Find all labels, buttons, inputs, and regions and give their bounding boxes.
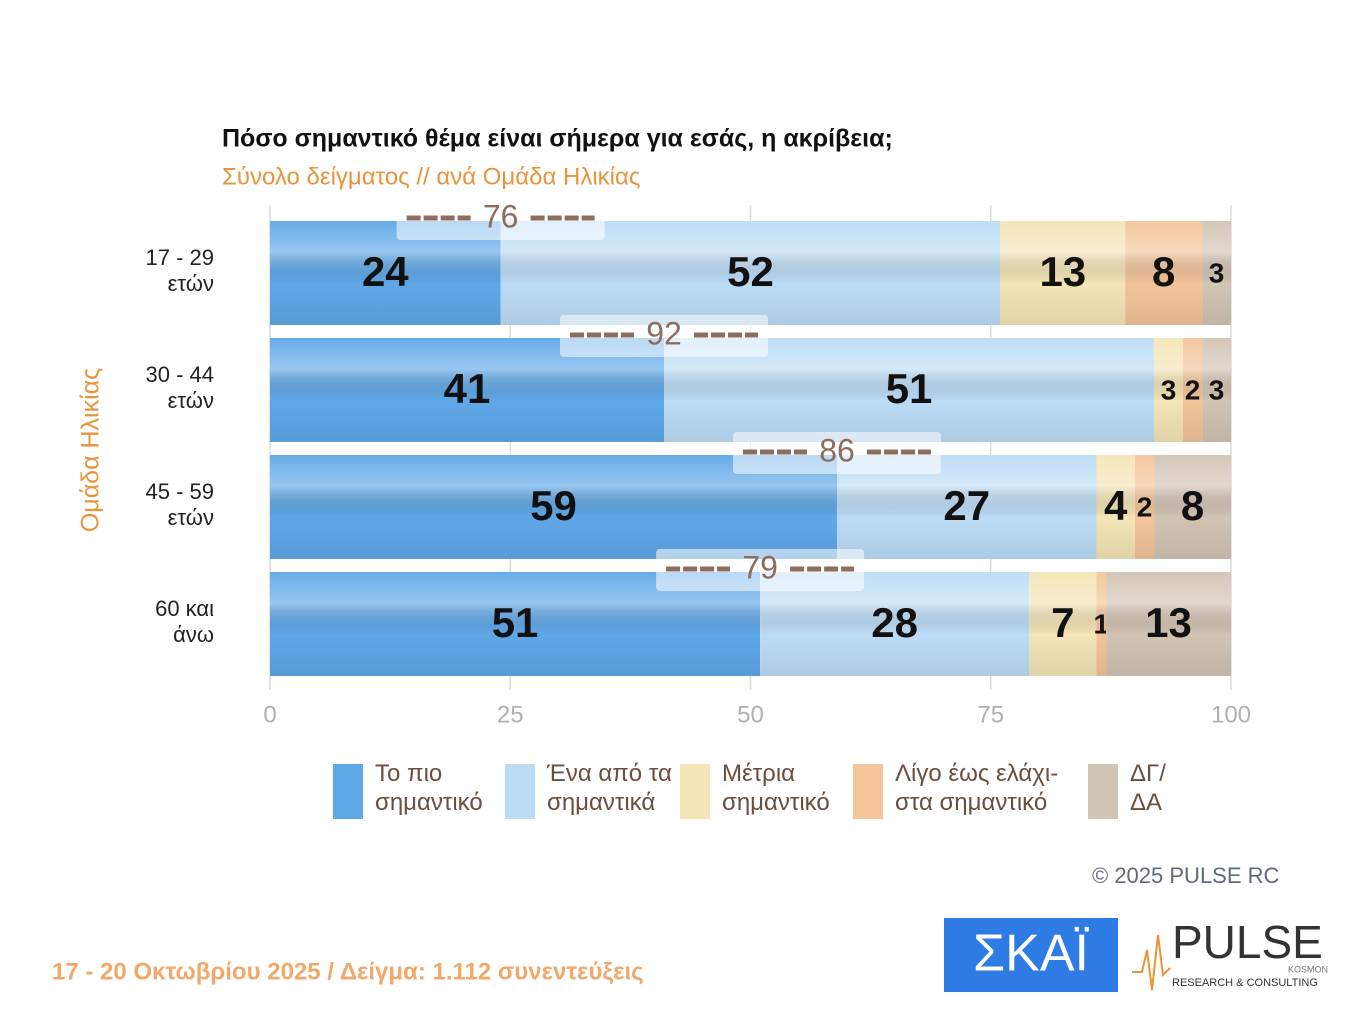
bar-sheen [1096,572,1107,676]
legend-label: Μέτρια σημαντικό [722,760,830,816]
legend-label: Ένα από τα σημαντικά [547,760,672,816]
legend-swatch [853,764,883,819]
logo-kosmon: KOSMON [1288,964,1328,974]
legend-swatch [680,764,710,819]
value-label: 52 [727,248,774,295]
bar-sheen [1029,572,1097,676]
chart-subtitle: Σύνολο δείγματος // ανά Ομάδα Ηλικίας [222,163,640,190]
x-tick-label: 75 [977,701,1004,728]
value-label: 13 [1039,248,1086,295]
value-label: 1 [1093,608,1109,639]
total-box [396,198,605,240]
bar-sheen [1125,221,1203,325]
y-tick-label: 60 και άνω [155,596,214,648]
value-label: 28 [871,599,918,646]
x-tick-label: 100 [1211,701,1251,728]
legend-swatch [1088,764,1118,819]
bar-sheen [1106,572,1231,676]
y-axis-label: Ομάδα Ηλικίας [77,368,105,532]
total-label: 76 [483,198,519,234]
copyright: © 2025 PULSE RC [1092,863,1280,888]
total-box [732,432,941,474]
y-tick-label: 17 - 29 ετών [145,245,215,297]
total-label: 79 [742,549,778,585]
legend-swatch [333,764,363,819]
value-label: 8 [1181,482,1204,529]
total-label: 86 [819,432,855,468]
value-label: 51 [886,365,933,412]
value-label: 4 [1104,482,1128,529]
value-label: 3 [1209,374,1225,405]
legend-label: Λίγο έως ελάχι- στα σημαντικό [895,760,1059,816]
bar-sheen [1096,455,1135,559]
bar-sheen [1154,338,1183,442]
value-label: 41 [444,365,491,412]
chart-title: Πόσο σημαντικό θέμα είναι σήμερα για εσά… [222,125,893,153]
value-label: 27 [943,482,990,529]
value-label: 13 [1145,599,1192,646]
logo-pulse-line [1132,934,1171,991]
value-label: 59 [530,482,577,529]
logo-pulse: PULSE [1172,916,1323,968]
logo-skai: ΣΚΑΪ [973,925,1090,983]
bar-sheen [1154,455,1231,559]
total-box [560,315,769,357]
total-box [656,549,865,591]
total-label: 92 [646,315,682,351]
value-label: 3 [1209,257,1225,288]
legend-label: ΔΓ/ ΔΑ [1130,760,1166,816]
value-label: 24 [362,248,409,295]
y-tick-label: 45 - 59 ετών [145,479,215,531]
bar-sheen [1182,338,1203,442]
value-label: 7 [1051,599,1074,646]
bar-sheen [1202,221,1231,325]
footer: 17 - 20 Οκτωβρίου 2025 / Δείγμα: 1.112 σ… [52,958,644,985]
legend-swatch [505,764,535,819]
y-tick-label: 30 - 44 ετών [145,362,215,414]
value-label: 2 [1185,374,1201,405]
x-tick-label: 25 [497,701,524,728]
logo-subtitle: RESEARCH & CONSULTING [1172,977,1318,989]
value-label: 8 [1152,248,1175,295]
x-tick-label: 50 [737,701,764,728]
value-label: 3 [1161,374,1177,405]
logo-box [944,918,1118,992]
value-label: 51 [492,599,539,646]
value-label: 2 [1137,491,1153,522]
bar-sheen [1000,221,1126,325]
bar-sheen [1134,455,1155,559]
x-tick-label: 0 [263,701,276,728]
legend-label: Το πιο σημαντικό [375,760,483,816]
bar-sheen [1202,338,1231,442]
